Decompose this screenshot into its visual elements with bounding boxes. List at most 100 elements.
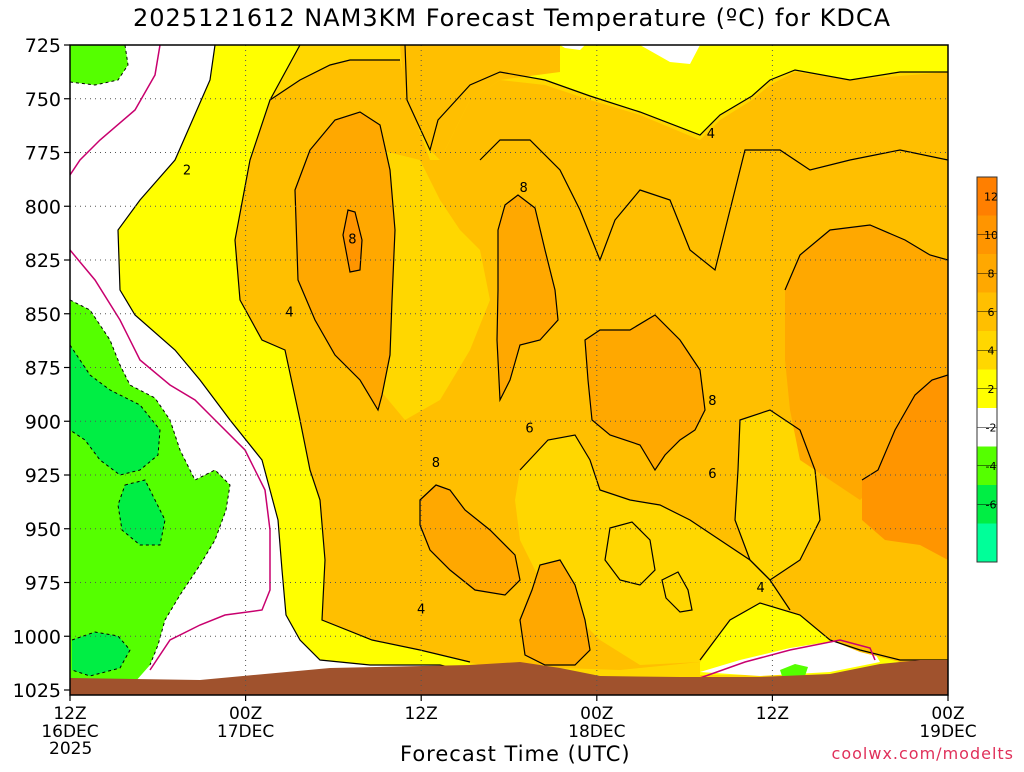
fill-8-to-10-d: [520, 560, 590, 665]
x-tick-time-label: 12Z: [405, 704, 438, 724]
contour-label: 8: [432, 456, 440, 471]
y-tick-label: 975: [25, 573, 61, 595]
contour-line-8-f: [784, 224, 948, 291]
contour-line-4-upper: [404, 45, 948, 152]
x-axis-year-label: 2025: [49, 739, 93, 759]
contour-label: 8: [348, 233, 356, 248]
colorbar-label: -2: [986, 421, 997, 434]
contour-labels: 2 4 8 8 4 8 6 8 6 4 4: [183, 127, 765, 617]
colorbar-label: 4: [988, 344, 995, 357]
contour-label: 4: [707, 127, 715, 142]
fill-4-to-6-pocket-a: [515, 435, 790, 665]
fill-green-small: [780, 664, 808, 676]
x-tick-date-label: 17DEC: [217, 722, 274, 742]
x-axis-title: Forecast Time (UTC): [400, 742, 631, 766]
y-tick-label: 875: [25, 358, 61, 380]
x-tick-time-label: 00Z: [931, 704, 964, 724]
colorbar-label: 8: [988, 267, 995, 280]
y-tick-label: 1000: [13, 626, 61, 648]
contour-line-10-b: [861, 374, 948, 481]
contour-line-8-e: [584, 314, 706, 472]
x-tick-time-label: 12Z: [53, 704, 86, 724]
contour-line-8-b: [496, 194, 559, 403]
x-tick-date-label: 16DEC: [41, 722, 98, 742]
chart-title: 2025121612 NAM3KM Forecast Temperature (…: [132, 4, 892, 32]
contour-line-layer: [117, 45, 948, 673]
contour-line-4-patch-b: [661, 571, 693, 613]
fill-neg4-to-neg6-c: [72, 632, 130, 676]
contour-line-4-left: [234, 45, 471, 663]
contour-line-8-d: [519, 559, 591, 666]
y-tick-label: 850: [25, 304, 61, 326]
x-tick-time-label: 12Z: [756, 704, 789, 724]
contour-label: 8: [519, 181, 527, 196]
colorbar-label: -4: [986, 460, 997, 473]
freezing-lines: [70, 45, 876, 679]
source-credit: coolwx.com/modelts: [831, 744, 1014, 763]
contour-line-0-right: [699, 639, 876, 679]
contour-line-6-main: [269, 59, 400, 101]
contour-line-6-mid: [479, 139, 948, 272]
y-tick-label: 900: [25, 411, 61, 433]
fill-8-to-10-c: [420, 485, 520, 595]
fill-8-to-10-b: [497, 195, 558, 400]
colorbar-label: 6: [988, 306, 995, 319]
colorbar-frame: [976, 176, 998, 563]
contour-line-neg4-c: [71, 631, 131, 677]
contour-label: 2: [183, 164, 191, 179]
contour-line-6-pocket-b: [734, 409, 821, 581]
fill-0-to-2-top: [560, 45, 700, 64]
fill-8-to-10-f: [785, 225, 948, 500]
y-axis: 725 750 775 800 825 850 875 900 925 950 975 1000 102…: [13, 35, 70, 702]
contour-line-0-left: [70, 45, 161, 176]
contour-label: 6: [525, 422, 533, 437]
contour-line-10-a: [342, 209, 363, 273]
y-tick-label: 750: [25, 89, 61, 111]
fill-0-to-2-lower-right: [700, 640, 880, 676]
fill-8-to-10-e: [585, 315, 705, 470]
contour-line-4-patch-a: [604, 521, 656, 586]
contour-label: 4: [417, 602, 425, 617]
contour-line-neg2-top: [70, 45, 129, 86]
contour-label: 4: [757, 581, 765, 596]
fill-10-to-12-b: [862, 375, 948, 560]
colorbar-label: 12: [984, 190, 998, 203]
grid-lines: [70, 44, 948, 695]
colorbar-swatch: [977, 177, 997, 216]
fill-neg2-to-neg4: [70, 45, 128, 85]
x-tick-date-label: 18DEC: [568, 722, 625, 742]
x-tick-date-label: 19DEC: [919, 722, 976, 742]
y-tick-label: 825: [25, 250, 61, 272]
contour-line-4-lower-right: [699, 602, 948, 661]
colorbar-label: 10: [984, 229, 998, 242]
fill-neg4-to-neg6-b: [118, 480, 165, 545]
contour-line-8-c: [419, 484, 521, 596]
fill-8-to-10-a: [295, 112, 395, 410]
fill-neg4-to-neg6: [70, 345, 160, 475]
y-tick-label: 950: [25, 519, 61, 541]
contour-label: 8: [708, 394, 716, 409]
y-tick-label: 800: [25, 196, 61, 218]
fill-4-to-6-pocket-c: [380, 150, 490, 420]
x-tick-time-label: 00Z: [580, 704, 613, 724]
fill-2-to-4-upper: [70, 45, 948, 150]
colorbar-label: 2: [988, 383, 995, 396]
y-tick-label: 775: [25, 143, 61, 165]
y-tick-label: 1025: [13, 680, 61, 702]
contour-line-neg4-a: [70, 344, 161, 476]
contour-line-8-a: [294, 111, 396, 412]
plot-frame: [69, 44, 949, 696]
subfreezing-dashed-lines: [70, 45, 231, 677]
x-tick-time-label: 00Z: [229, 704, 262, 724]
contour-fill-layer: [70, 45, 948, 695]
fill-10-to-12-a: [343, 210, 362, 272]
contour-label: 6: [708, 467, 716, 482]
contour-line-0-lower: [70, 249, 271, 671]
contour-line-neg2-left: [70, 299, 231, 666]
y-tick-label: 725: [25, 35, 61, 57]
terrain-mask: [70, 660, 948, 695]
colorbar: 12 10 8 6 4 2 -2 -4 -6: [976, 176, 998, 563]
